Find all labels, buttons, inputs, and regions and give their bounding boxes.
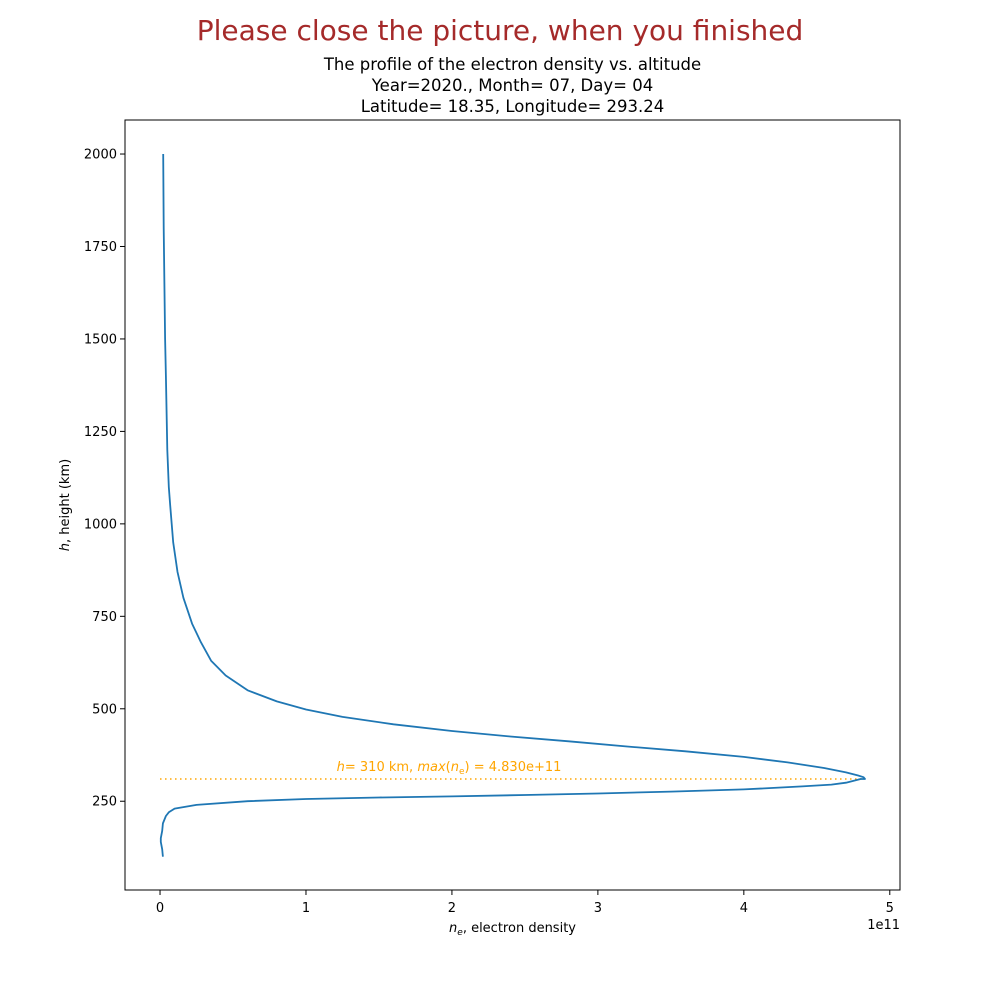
x-axis-label: ne, electron density — [449, 921, 576, 938]
y-tick-label: 1500 — [84, 332, 117, 347]
close-instruction-banner: Please close the picture, when you finis… — [196, 14, 804, 47]
x-tick-label: 1 — [302, 901, 310, 916]
max-density-annotation: h= 310 km, max(ne) = 4.830e+11 — [337, 760, 562, 777]
chart-subtitle-location: Latitude= 18.35, Longitude= 293.24 — [360, 97, 665, 116]
x-tick-label: 3 — [594, 901, 602, 916]
x-tick-label: 0 — [156, 901, 164, 916]
x-axis-offset-text: 1e11 — [867, 918, 900, 933]
plot-frame — [124, 119, 901, 891]
electron-density-profile — [159, 153, 866, 857]
chart-title: The profile of the electron density vs. … — [323, 55, 702, 74]
y-tick-label: 750 — [92, 610, 117, 625]
y-tick-label: 2000 — [84, 148, 117, 163]
chart-title-block: The profile of the electron density vs. … — [0, 54, 1000, 117]
x-tick-label: 2 — [448, 901, 456, 916]
y-tick-label: 1000 — [84, 517, 117, 532]
y-axis-ticks: 250 500 750 1000 1250 1500 1750 2000 — [84, 148, 125, 810]
y-tick-label: 1750 — [84, 240, 117, 255]
y-tick-label: 1250 — [84, 425, 117, 440]
x-tick-label: 4 — [740, 901, 748, 916]
x-axis-ticks: 0 1 2 3 4 5 — [156, 890, 894, 916]
y-tick-label: 500 — [92, 702, 117, 717]
chart-subtitle-date: Year=2020., Month= 07, Day= 04 — [371, 76, 654, 95]
x-tick-label: 5 — [886, 901, 894, 916]
y-tick-label: 250 — [92, 795, 117, 810]
y-axis-label: h, height (km) — [58, 459, 73, 551]
